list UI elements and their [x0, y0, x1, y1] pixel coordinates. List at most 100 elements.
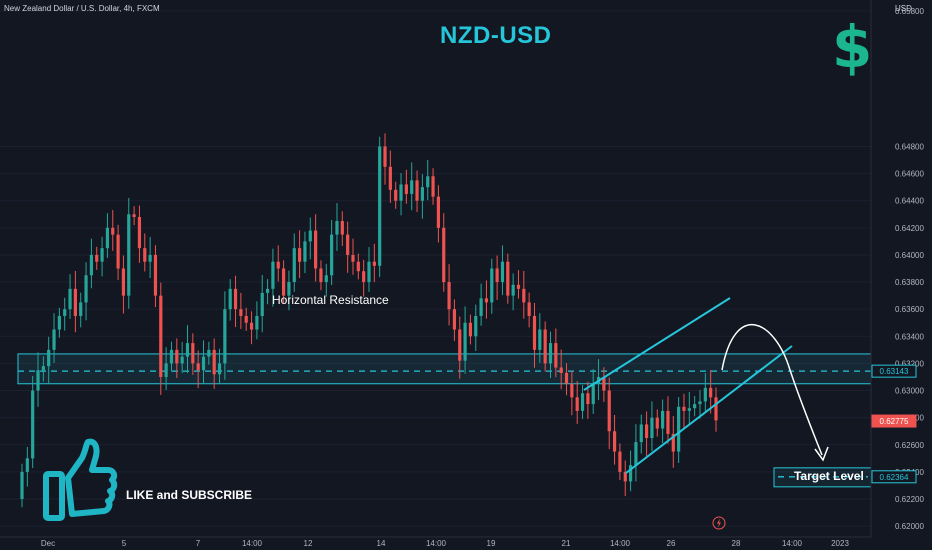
x-tick-label: 28 [732, 539, 741, 548]
candle-body [618, 451, 622, 472]
candle-body [164, 363, 168, 377]
x-tick-label: 21 [562, 539, 571, 548]
candle-body [169, 349, 174, 364]
y-tick-label: 0.64600 [895, 170, 924, 179]
y-tick-label: 0.63400 [895, 332, 924, 341]
candle-body [687, 408, 691, 411]
chart-title: NZD-USD [440, 22, 552, 49]
candle-body [709, 387, 713, 398]
candle-body [666, 410, 670, 434]
candle-body [693, 404, 697, 409]
candle-body [308, 230, 312, 242]
candle-body [201, 356, 206, 371]
y-tick-label: 0.64400 [895, 197, 924, 206]
x-tick-label: 14:00 [242, 539, 263, 548]
candle-body [378, 146, 382, 266]
candle-body [650, 417, 654, 439]
price-label-text: 0.63143 [880, 367, 909, 376]
candle-body [63, 309, 67, 316]
candle-body [645, 424, 649, 439]
candle-body [506, 261, 510, 296]
candle-body [452, 309, 457, 330]
candles [20, 133, 718, 508]
candle-body [233, 288, 238, 310]
resistance-zone [17, 353, 872, 385]
price-label-box [871, 470, 917, 484]
candle-body [244, 315, 248, 323]
grid-lines [0, 10, 871, 527]
candle-body [281, 268, 286, 296]
candle-body [522, 288, 526, 303]
candle-body [68, 288, 72, 310]
lightning-icon[interactable] [712, 516, 726, 530]
candle-body [484, 298, 489, 303]
price-label-box [871, 364, 917, 378]
candle-body [79, 302, 83, 316]
candle-body [95, 254, 99, 262]
candle-body [677, 406, 681, 452]
candle-body [468, 322, 473, 337]
candle-body [431, 176, 435, 197]
candle-body [548, 343, 553, 364]
candle-body [495, 268, 499, 283]
candle-body [132, 214, 136, 217]
symbol-header: New Zealand Dollar / U.S. Dollar, 4h, FX… [4, 4, 160, 13]
candle-body [111, 227, 115, 235]
x-tick-label: 14:00 [610, 539, 631, 548]
x-tick-label: 2023 [831, 539, 849, 548]
candle-body [447, 282, 451, 310]
candle-body [116, 234, 120, 269]
candle-body [73, 288, 77, 316]
candle-body [159, 295, 163, 377]
y-tick-label: 0.63800 [895, 278, 924, 287]
candle-body [639, 424, 643, 443]
candle-body [410, 180, 414, 194]
candle-body [479, 298, 483, 316]
candle-body [532, 315, 537, 350]
candle-body [575, 397, 579, 411]
price-label-text: 0.62775 [880, 417, 909, 426]
candle-body [271, 261, 275, 289]
candle-body [148, 254, 152, 262]
candle-body [335, 221, 339, 235]
candle-body [490, 268, 494, 303]
channel-lower-line [625, 345, 793, 474]
y-tick-label: 0.64200 [895, 224, 924, 233]
candle-body [127, 214, 131, 296]
candle-body [655, 417, 659, 429]
candle-body [255, 315, 259, 330]
candle-body [554, 343, 558, 368]
candle-body [105, 227, 110, 249]
candle-body [153, 254, 158, 296]
candle-body [319, 268, 323, 283]
candle-body [324, 275, 328, 283]
candle-body [223, 309, 227, 364]
candle-body [228, 288, 232, 310]
candle-body [463, 322, 467, 361]
candle-body [36, 370, 40, 391]
candle-body [564, 372, 569, 384]
candle-body [474, 315, 478, 337]
y-tick-label: 0.65800 [895, 7, 924, 16]
channel-upper-line [583, 297, 731, 391]
candle-body [47, 349, 51, 367]
candle-body [212, 349, 216, 375]
candle-body [298, 248, 302, 262]
candle-body [57, 315, 61, 330]
candle-body [661, 410, 665, 429]
y-tick-label: 0.63200 [895, 359, 924, 368]
candle-body [559, 367, 563, 373]
candle-body [89, 254, 93, 276]
y-tick-label: 0.62200 [895, 495, 924, 504]
candle-body [137, 216, 142, 249]
candle-body [356, 261, 360, 272]
candle-body [175, 349, 179, 364]
y-tick-label: 0.62600 [895, 441, 924, 450]
candle-body [330, 234, 334, 276]
x-tick-label: 19 [487, 539, 496, 548]
candle-body [292, 248, 296, 283]
thumbs-up-icon [43, 438, 118, 521]
candle-body [185, 343, 190, 357]
candle-body [602, 376, 606, 391]
